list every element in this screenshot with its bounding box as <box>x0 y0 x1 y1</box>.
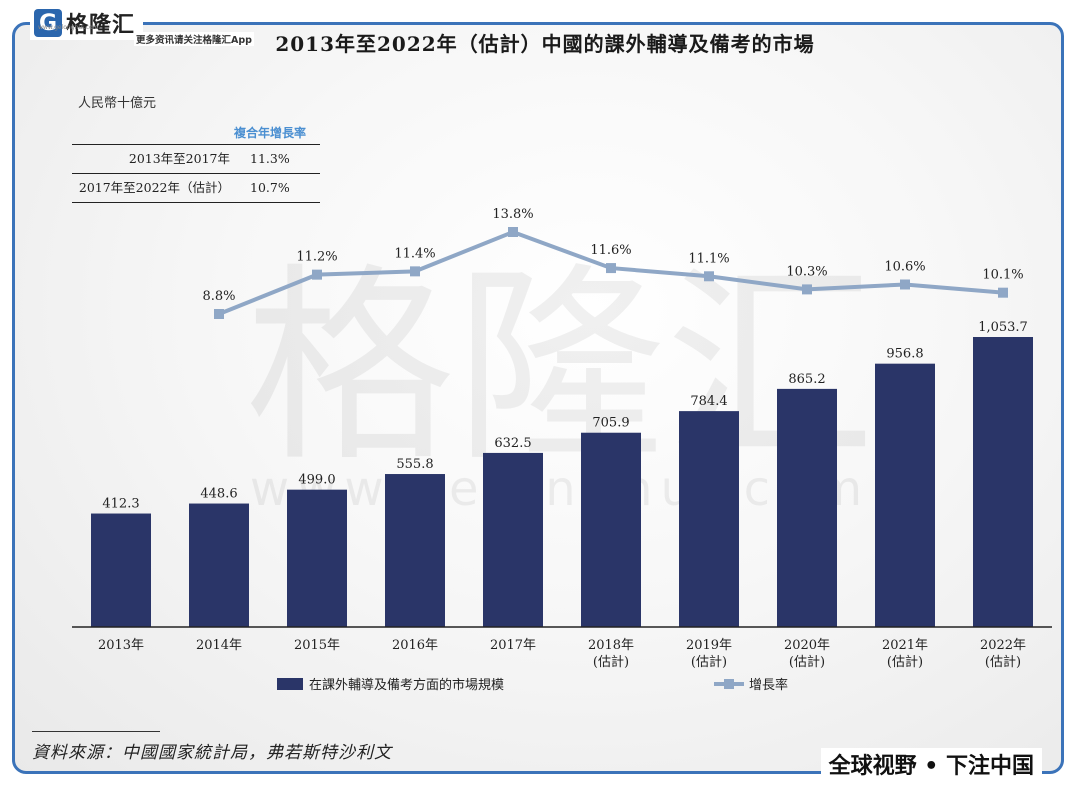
logo-site-url: www.gelonghui.com <box>38 24 99 31</box>
cagr-rate: 11.3% <box>250 151 290 166</box>
source-note: 資料來源：中國國家統計局，弗若斯特沙利文 <box>32 743 392 763</box>
x-tick-label: 2013年 <box>98 638 144 653</box>
x-tick-label: (估計) <box>887 654 923 670</box>
bar <box>91 513 151 627</box>
bar-value-label: 705.9 <box>592 416 629 431</box>
bar-value-label: 1,053.7 <box>978 320 1028 335</box>
x-tick-label: 2014年 <box>196 638 242 653</box>
x-tick-label: (估計) <box>789 654 825 670</box>
growth-rate-label: 11.4% <box>394 246 435 261</box>
watermark-url: www.gelonghui.com <box>250 461 870 517</box>
growth-rate-label: 10.6% <box>884 259 925 274</box>
growth-rate-point <box>802 284 812 295</box>
slogan: 全球视野 • 下注中国 <box>820 748 1042 780</box>
bar <box>287 489 347 627</box>
bar <box>483 452 543 627</box>
legend-bar-label: 在課外輔導及備考方面的市場規模 <box>309 677 504 693</box>
logo-name: 格隆汇 <box>66 13 136 38</box>
bar-value-label: 956.8 <box>886 347 923 362</box>
legend-line-label: 增長率 <box>749 677 788 693</box>
bar <box>777 388 837 627</box>
bar <box>385 474 445 627</box>
growth-rate-label: 11.2% <box>296 250 337 265</box>
growth-rate-label: 13.8% <box>492 207 533 222</box>
growth-rate-point <box>508 227 518 237</box>
x-tick-label: 2015年 <box>294 638 340 653</box>
growth-rate-label: 11.1% <box>688 251 729 266</box>
legend-line-marker <box>724 679 734 689</box>
brand-logo[interactable]: G 格隆汇 <box>30 6 144 40</box>
growth-rate-point <box>998 287 1008 298</box>
growth-rate-label: 10.1% <box>982 268 1023 283</box>
bar <box>581 432 641 627</box>
growth-rate-point <box>704 271 714 282</box>
source-divider <box>32 731 160 732</box>
bar <box>875 363 935 627</box>
cagr-header: 複合年增長率 <box>233 126 306 140</box>
x-tick-label: 2022年 <box>980 638 1026 653</box>
bar <box>679 411 739 627</box>
bar <box>973 337 1033 627</box>
growth-rate-point <box>214 309 224 319</box>
growth-rate-label: 8.8% <box>202 289 235 304</box>
x-tick-label: 2020年 <box>784 638 830 653</box>
x-tick-label: (估計) <box>691 654 727 670</box>
bar-value-label: 784.4 <box>690 394 727 409</box>
x-tick-label: 2017年 <box>490 638 536 653</box>
cagr-table: 複合年增長率 2013年至2017年 11.3% 2017年至2022年（估計）… <box>72 122 320 203</box>
x-tick-label: 2021年 <box>882 638 928 653</box>
x-tick-label: 2018年 <box>588 638 634 653</box>
chart-title: 2013年至2022年（估計）中國的課外輔導及備考的市場 <box>275 32 815 56</box>
cagr-rate: 10.7% <box>250 180 290 195</box>
bar-value-label: 632.5 <box>494 436 531 451</box>
x-tick-label: (估計) <box>985 654 1021 670</box>
bar-value-label: 448.6 <box>200 487 237 502</box>
unit-label: 人民幣十億元 <box>78 96 157 111</box>
bar <box>189 503 249 627</box>
growth-rate-point <box>410 266 420 277</box>
growth-rate-point <box>312 269 322 280</box>
cagr-period: 2013年至2017年 <box>128 151 230 166</box>
bar-value-label: 499.0 <box>298 473 335 488</box>
x-tick-label: 2016年 <box>392 638 438 653</box>
x-tick-label: (估計) <box>593 654 629 670</box>
growth-rate-point <box>606 263 616 274</box>
brand-tagline: 更多资讯请关注格隆汇App <box>134 32 254 46</box>
bar-value-label: 865.2 <box>788 372 825 387</box>
bar-value-label: 555.8 <box>396 457 433 472</box>
logo-icon: G <box>34 9 62 37</box>
growth-rate-label: 10.3% <box>786 264 827 279</box>
growth-rate-label: 11.6% <box>590 243 631 258</box>
legend-bar-swatch <box>277 678 303 690</box>
x-tick-label: 2019年 <box>686 638 732 653</box>
cagr-row: 2013年至2017年 11.3% <box>72 144 320 173</box>
cagr-row: 2017年至2022年（估計） 10.7% <box>72 173 320 203</box>
cagr-period: 2017年至2022年（估計） <box>78 180 230 195</box>
bar-value-label: 412.3 <box>102 497 139 512</box>
growth-rate-point <box>900 279 910 290</box>
